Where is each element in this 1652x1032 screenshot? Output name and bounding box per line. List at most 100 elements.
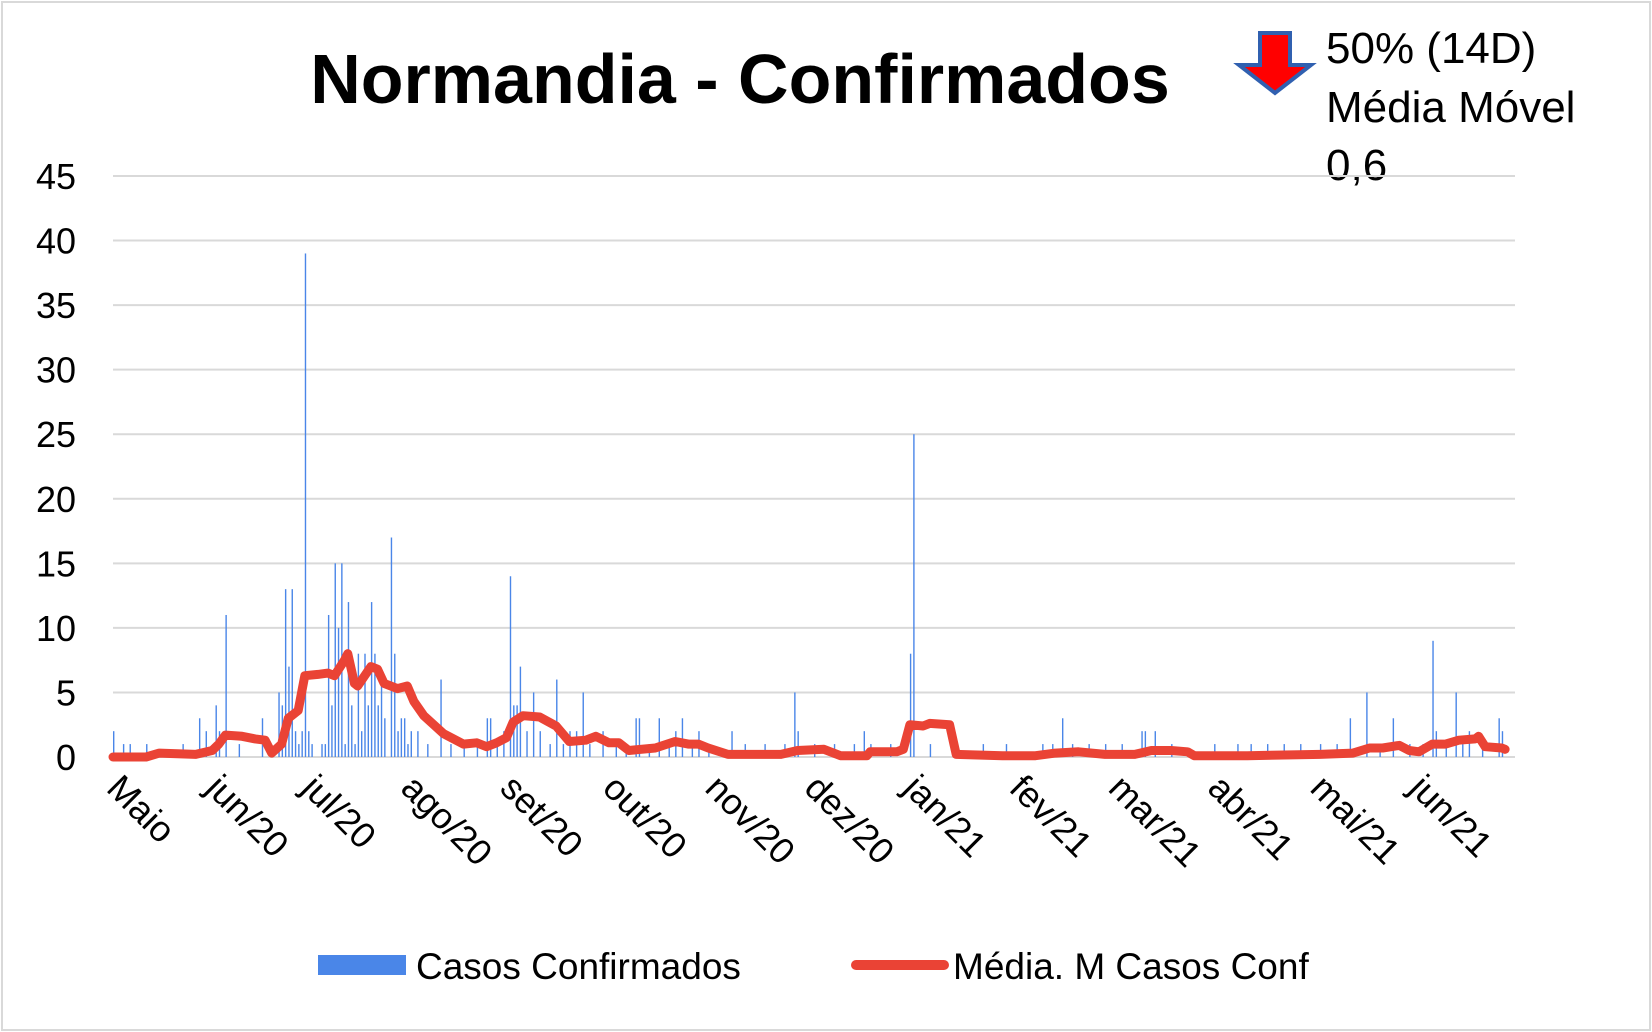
bar — [301, 731, 303, 757]
bar — [1061, 718, 1064, 757]
bar — [407, 744, 409, 757]
bar — [354, 744, 356, 757]
bar — [731, 731, 733, 757]
y-tick-label: 0 — [56, 737, 76, 778]
bar — [360, 731, 363, 757]
bar — [539, 731, 541, 757]
bar — [450, 744, 452, 757]
bar — [982, 744, 985, 757]
bar — [582, 692, 584, 757]
bar — [863, 731, 865, 757]
bar — [327, 614, 330, 757]
legend-label-bars: Casos Confirmados — [416, 946, 741, 987]
down-arrow-icon — [1233, 31, 1317, 96]
bar-series-casos-confirmados — [113, 253, 1504, 757]
y-tick-label: 45 — [36, 156, 76, 197]
bar — [198, 718, 201, 757]
annotation-line-3: 0,6 — [1326, 141, 1387, 190]
legend-label-line: Média. M Casos Conf — [953, 946, 1309, 987]
bar — [668, 744, 670, 757]
bar — [532, 692, 535, 757]
bar — [410, 731, 412, 757]
bar — [284, 589, 287, 757]
bar — [913, 434, 915, 757]
bar — [238, 744, 241, 757]
bar — [1005, 744, 1008, 757]
bar — [417, 731, 419, 757]
bar — [909, 653, 912, 757]
bar — [526, 731, 528, 757]
bar — [380, 679, 383, 757]
x-tick-label: jul/20 — [294, 766, 385, 857]
x-tick-label: abr/21 — [1200, 767, 1301, 868]
bar — [403, 718, 406, 757]
x-tick-label: mar/21 — [1101, 767, 1209, 875]
bar — [658, 718, 660, 757]
bar — [1154, 731, 1156, 757]
bar — [794, 692, 796, 757]
x-tick-label: Maio — [99, 767, 183, 851]
bar — [394, 653, 396, 757]
bar — [1462, 744, 1464, 757]
bar — [334, 563, 336, 757]
bar — [225, 614, 227, 757]
bar — [681, 718, 684, 757]
bar — [489, 718, 492, 757]
bar — [129, 744, 131, 757]
bar — [556, 679, 558, 757]
x-tick-label: nov/20 — [698, 767, 803, 872]
bar — [351, 705, 353, 757]
chart-title: Normandia - Confirmados — [310, 40, 1170, 118]
bar — [853, 744, 856, 757]
bar — [1349, 718, 1352, 757]
bar — [509, 576, 512, 757]
bar — [1432, 640, 1434, 757]
bar — [549, 744, 551, 757]
x-tick-label: mai/21 — [1303, 767, 1408, 872]
bar — [400, 718, 403, 757]
x-tick-label: dez/20 — [797, 767, 902, 872]
bar — [298, 744, 300, 757]
bar — [308, 731, 310, 757]
bar — [113, 731, 115, 757]
bar — [1237, 744, 1239, 757]
x-tick-label: jun/21 — [1401, 766, 1500, 865]
bar — [562, 744, 565, 757]
y-tick-label: 40 — [36, 221, 76, 262]
bar — [357, 653, 360, 757]
bar — [311, 744, 313, 757]
bar — [929, 744, 932, 757]
legend-swatch-bars — [318, 955, 406, 975]
bar — [1267, 744, 1269, 757]
x-tick-label: ago/20 — [394, 767, 501, 874]
legend: Casos Confirmados Média. M Casos Conf — [318, 946, 1309, 987]
bar — [1392, 718, 1395, 757]
bar — [324, 744, 327, 757]
bar — [496, 744, 498, 757]
bar — [288, 666, 290, 757]
bar — [337, 627, 340, 757]
line-series-media-movel — [108, 649, 1510, 762]
bar — [427, 744, 429, 757]
y-axis: 0 5 10 15 20 25 30 35 40 45 — [36, 156, 76, 778]
bar — [463, 744, 465, 757]
y-tick-label: 30 — [36, 350, 76, 391]
bar — [278, 692, 280, 757]
bar — [589, 744, 591, 757]
bar — [503, 731, 505, 757]
bar — [1250, 744, 1252, 757]
x-tick-label: jan/21 — [896, 766, 995, 865]
bar — [397, 731, 399, 757]
bar — [122, 744, 125, 757]
bar — [486, 718, 489, 757]
x-tick-label: out/20 — [595, 767, 695, 867]
bar — [205, 731, 207, 757]
y-tick-label: 15 — [36, 543, 76, 584]
y-tick-label: 10 — [36, 608, 76, 649]
bar — [1481, 744, 1484, 757]
bar — [370, 602, 373, 757]
y-tick-label: 25 — [36, 414, 76, 455]
